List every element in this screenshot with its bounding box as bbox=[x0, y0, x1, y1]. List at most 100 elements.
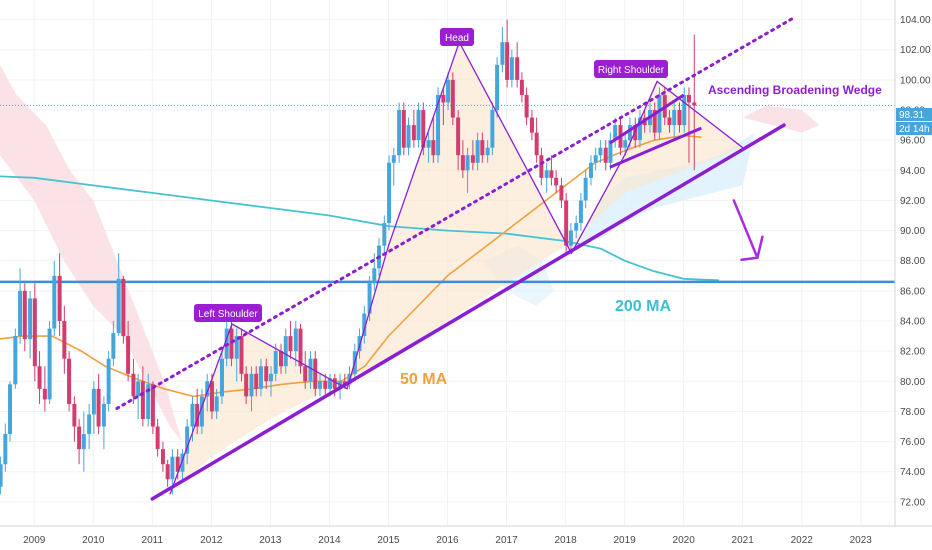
candle-body bbox=[446, 79, 451, 103]
candle-body bbox=[165, 464, 170, 480]
candle-body bbox=[426, 140, 431, 148]
candle-body bbox=[456, 117, 461, 156]
candle-body bbox=[568, 230, 573, 246]
candle-body bbox=[229, 328, 234, 359]
candle-body bbox=[421, 110, 426, 148]
candle-body bbox=[140, 381, 145, 419]
time-tick-label: 2016 bbox=[436, 535, 459, 546]
candle-body bbox=[367, 283, 372, 314]
candle-body bbox=[209, 381, 214, 412]
candle-body bbox=[559, 185, 564, 201]
price-tick-label: 74.00 bbox=[900, 467, 925, 478]
candle-body bbox=[42, 388, 47, 400]
candle-body bbox=[77, 426, 82, 450]
countdown-tag-bg bbox=[896, 122, 932, 135]
candle-body bbox=[234, 336, 239, 359]
candle-body bbox=[288, 336, 293, 352]
candle-body bbox=[72, 403, 77, 427]
candle-body bbox=[480, 140, 485, 156]
price-tags: 98.31 2d 14h bbox=[896, 108, 932, 135]
candle-body bbox=[323, 381, 328, 389]
ma200-line bbox=[0, 175, 720, 282]
time-tick-label: 2012 bbox=[200, 535, 223, 546]
last-price-tag: 98.31 bbox=[899, 110, 924, 121]
price-tick-label: 78.00 bbox=[900, 407, 925, 418]
candle-body bbox=[258, 366, 263, 389]
candle-body bbox=[160, 449, 165, 465]
candle-body bbox=[465, 155, 470, 171]
price-tick-label: 76.00 bbox=[900, 437, 925, 448]
candle-body bbox=[52, 275, 57, 329]
candle-body bbox=[524, 94, 529, 118]
candle-body bbox=[313, 358, 318, 389]
candle-body bbox=[549, 170, 554, 178]
candle-body bbox=[362, 313, 367, 337]
candle-body bbox=[682, 94, 687, 126]
candle-body bbox=[598, 147, 603, 156]
time-tick-label: 2020 bbox=[673, 535, 696, 546]
candle-body bbox=[470, 155, 475, 163]
candle-body bbox=[170, 456, 175, 480]
time-tick-label: 2014 bbox=[318, 535, 341, 546]
candle-body bbox=[578, 200, 583, 224]
price-tick-label: 84.00 bbox=[900, 317, 925, 328]
price-tick-label: 96.00 bbox=[900, 136, 925, 147]
candle-body bbox=[485, 147, 490, 156]
left-shoulder-tag: Left Shoulder bbox=[198, 309, 258, 320]
time-tick-label: 2018 bbox=[554, 535, 577, 546]
projection-arrow-head bbox=[740, 235, 764, 261]
candle-body bbox=[515, 57, 520, 80]
candle-body bbox=[268, 373, 273, 382]
candle-body bbox=[406, 125, 411, 148]
candle-body bbox=[554, 177, 559, 186]
candle-body bbox=[293, 328, 298, 352]
candle-body bbox=[677, 110, 682, 126]
candle-body bbox=[96, 388, 101, 427]
candle-body bbox=[264, 366, 269, 382]
head-tag-bg bbox=[440, 28, 474, 46]
price-tick-label: 88.00 bbox=[900, 256, 925, 267]
candle-body bbox=[509, 57, 514, 80]
pattern-title: Ascending Broadening Wedge bbox=[708, 83, 882, 97]
candle-body bbox=[283, 336, 288, 367]
candle-body bbox=[136, 381, 141, 397]
candle-body bbox=[303, 366, 308, 382]
candle-body bbox=[81, 434, 86, 450]
price-tick-label: 82.00 bbox=[900, 347, 925, 358]
candle-body bbox=[534, 132, 539, 156]
candle-body bbox=[219, 358, 224, 397]
candle-body bbox=[593, 155, 598, 163]
candle-body bbox=[249, 373, 254, 397]
candle-body bbox=[372, 268, 377, 284]
candle-body bbox=[692, 102, 697, 106]
candle-body bbox=[401, 110, 406, 148]
candle-body bbox=[13, 336, 18, 385]
time-tick-label: 2023 bbox=[850, 535, 873, 546]
left-shoulder-tag-bg bbox=[194, 304, 262, 322]
candle-body bbox=[637, 117, 642, 141]
right-shoulder-tag-bg bbox=[594, 60, 668, 78]
candle-body bbox=[529, 117, 534, 133]
projection-arrow-shaft bbox=[732, 199, 759, 259]
candle-body bbox=[111, 333, 116, 359]
time-tick-label: 2022 bbox=[791, 535, 814, 546]
candle-body bbox=[121, 278, 126, 337]
candle-body bbox=[180, 453, 185, 472]
ma50-label: 50 MA bbox=[400, 371, 448, 388]
candle-body bbox=[150, 384, 155, 427]
time-axis-ticks: 2009 2010 2011 2012 2013 2014 2015 2016 2017 2018… bbox=[23, 535, 872, 546]
candle-body bbox=[332, 378, 337, 389]
price-tick-label: 104.00 bbox=[900, 15, 931, 26]
candle-body bbox=[431, 140, 436, 156]
time-tick-label: 2017 bbox=[495, 535, 518, 546]
horizontal-level bbox=[0, 104, 895, 284]
price-axis-bg bbox=[895, 0, 932, 550]
candle-body bbox=[623, 140, 628, 148]
price-tick-label: 72.00 bbox=[900, 497, 925, 508]
price-tick-label: 86.00 bbox=[900, 286, 925, 297]
candle-body bbox=[190, 403, 195, 427]
candle-body bbox=[317, 381, 322, 389]
candle-body bbox=[308, 358, 313, 382]
